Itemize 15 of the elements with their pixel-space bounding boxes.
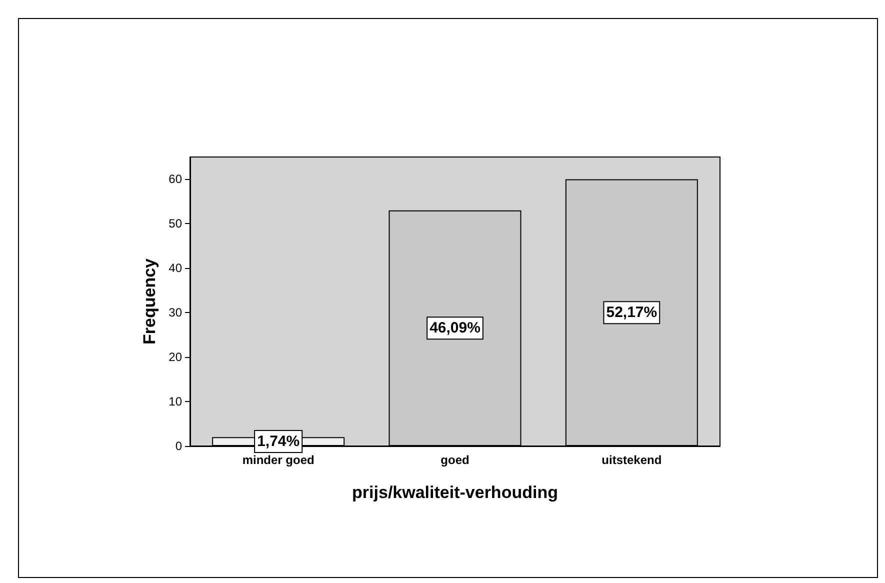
x-tick-label: uitstekend (602, 453, 662, 467)
x-tick-label: goed (440, 453, 470, 467)
y-tick-label: 60 (168, 172, 182, 186)
x-tick-label: minder goed (242, 453, 314, 467)
annotation: 52,17% (606, 304, 658, 322)
y-axis-title: Frequency (140, 258, 159, 344)
y-tick-label: 20 (168, 350, 182, 364)
y-tick-label: 0 (175, 439, 182, 453)
y-tick-label: 40 (168, 261, 182, 276)
annotation: 1,74% (257, 433, 300, 450)
y-tick-label: 30 (168, 306, 182, 320)
annotation: 46,09% (430, 320, 480, 337)
x-axis-title: prijs/kwaliteit-verhouding (352, 483, 558, 502)
y-tick-label: 50 (168, 216, 182, 231)
y-tick-label: 10 (168, 394, 182, 409)
